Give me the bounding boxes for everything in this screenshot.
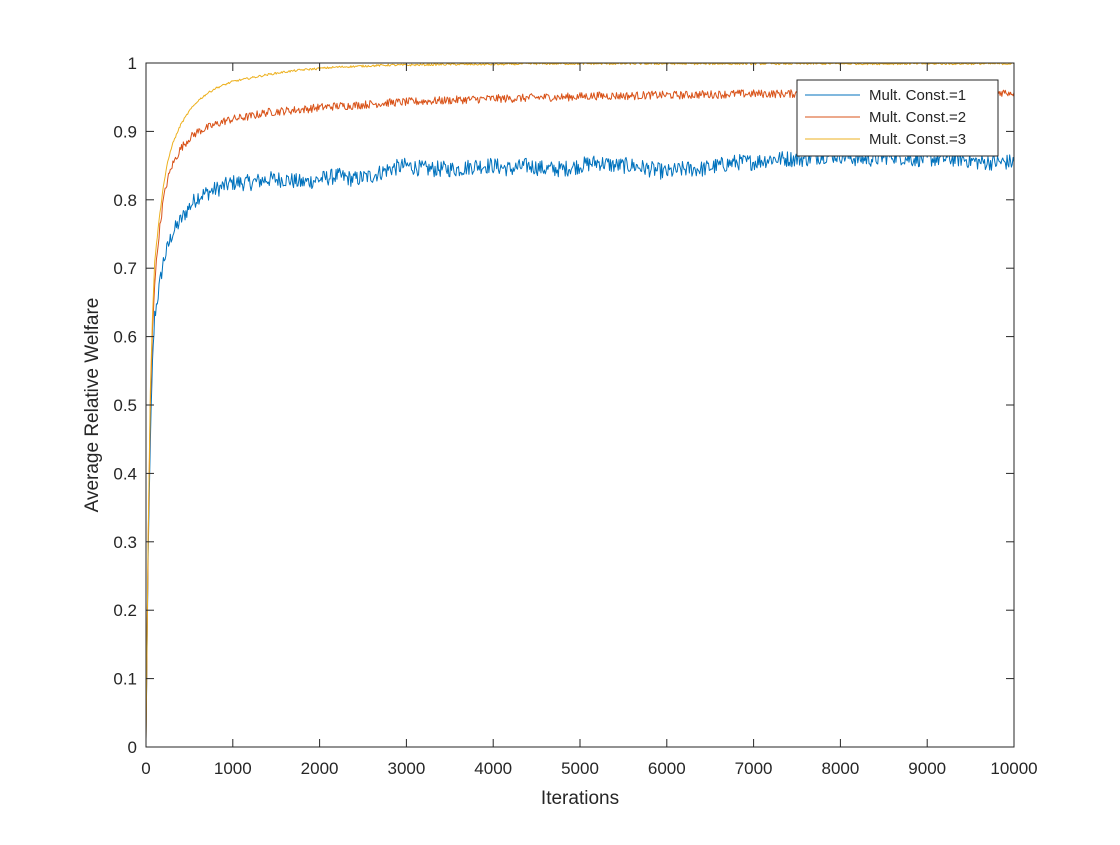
y-tick-label: 0 xyxy=(128,738,137,757)
y-tick-label: 0.5 xyxy=(113,396,137,415)
x-tick-label: 4000 xyxy=(474,759,512,778)
legend-box xyxy=(796,79,999,157)
series-line-1 xyxy=(145,148,1015,741)
x-tick-label: 0 xyxy=(141,759,150,778)
legend: Mult. Const.=1 Mult. Const.=2 Mult. Const.… xyxy=(796,79,999,157)
x-axis-label: Iterations xyxy=(541,788,619,809)
x-tick-label: 10000 xyxy=(990,759,1037,778)
legend-label-2: Mult. Const.=2 xyxy=(869,109,966,126)
y-axis-label: Average Relative Welfare xyxy=(82,298,103,513)
series-line-3 xyxy=(145,62,1015,741)
y-tick-label: 0.4 xyxy=(113,464,137,483)
y-tick-label: 0.8 xyxy=(113,191,137,210)
x-tick-label: 3000 xyxy=(387,759,425,778)
x-tick-label: 2000 xyxy=(301,759,339,778)
x-tick-label: 5000 xyxy=(561,759,599,778)
y-tick-label: 1 xyxy=(128,54,137,73)
legend-label-3: Mult. Const.=3 xyxy=(869,131,966,148)
x-tick-label: 1000 xyxy=(214,759,252,778)
plot-area xyxy=(146,63,1014,747)
x-tick-label: 9000 xyxy=(908,759,946,778)
legend-label-1: Mult. Const.=1 xyxy=(869,87,966,104)
x-tick-label: 6000 xyxy=(648,759,686,778)
y-tick-label: 0.3 xyxy=(113,533,137,552)
y-tick-label: 0.2 xyxy=(113,601,137,620)
x-tick-label: 8000 xyxy=(821,759,859,778)
y-tick-label: 0.7 xyxy=(113,259,137,278)
y-tick-label: 0.1 xyxy=(113,670,137,689)
y-tick-label: 0.9 xyxy=(113,122,137,141)
y-tick-label: 0.6 xyxy=(113,328,137,347)
x-tick-label: 7000 xyxy=(735,759,773,778)
